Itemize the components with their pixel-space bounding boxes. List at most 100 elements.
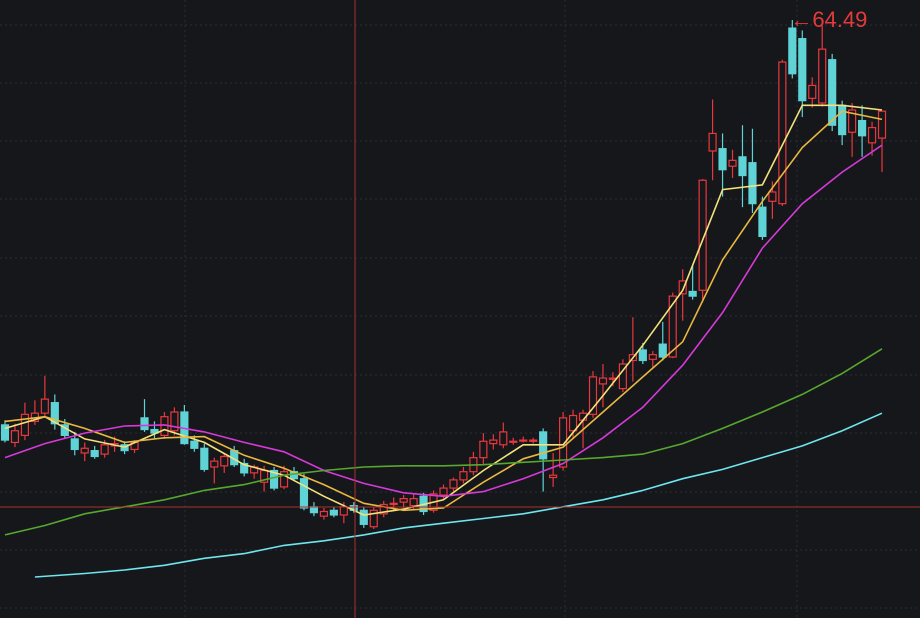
candle-body (828, 59, 837, 126)
candle-body (190, 440, 199, 449)
candle (808, 77, 817, 108)
candle (20, 402, 30, 441)
candle (309, 502, 319, 517)
candle-body (728, 159, 737, 167)
candle (140, 399, 149, 432)
candle (369, 506, 378, 530)
candle-body (449, 479, 458, 489)
candle-body (269, 469, 279, 489)
candle (748, 128, 757, 214)
candle (848, 103, 857, 157)
candle-body (339, 506, 348, 516)
candle-body (718, 148, 727, 171)
candle (220, 454, 229, 473)
candle-body (698, 179, 707, 291)
candle (449, 477, 458, 492)
candle-body (808, 84, 817, 99)
candle (479, 433, 488, 465)
ma-line (4, 348, 883, 536)
candle (200, 443, 209, 472)
candle-body (389, 502, 398, 506)
candle-body (70, 438, 79, 451)
candle-body (210, 460, 219, 468)
candle-body (708, 132, 717, 152)
candle-body (877, 110, 887, 139)
candle (838, 100, 847, 146)
candle (688, 265, 697, 300)
candle-body (658, 343, 667, 358)
candle-body (598, 377, 608, 385)
candle-body (848, 109, 857, 133)
candle (678, 269, 687, 321)
candle-body (0, 424, 10, 441)
candle-body (220, 455, 229, 467)
candle-body (588, 376, 598, 415)
candle (598, 364, 608, 408)
candle-body (399, 498, 408, 503)
candle (529, 437, 538, 444)
candle (718, 133, 727, 197)
candle (319, 507, 328, 520)
candle (788, 20, 797, 79)
candle-body (409, 498, 418, 507)
ma-line (4, 110, 883, 512)
candle (80, 442, 89, 462)
candle-body (20, 413, 30, 437)
candle-body (100, 444, 109, 455)
annotation: ←64.49 (790, 7, 867, 32)
plot (0, 20, 887, 578)
candle-body (150, 428, 159, 434)
candle (399, 495, 408, 508)
candle (738, 125, 747, 208)
candle (628, 317, 637, 382)
candle (549, 452, 558, 487)
candle-body (818, 48, 827, 104)
candle (857, 105, 867, 157)
candle (180, 404, 189, 445)
candle-body (778, 61, 787, 205)
candle-body (359, 509, 368, 525)
candle (50, 394, 59, 430)
candle-body (838, 104, 847, 136)
candle-body (379, 503, 388, 515)
candle-body (568, 414, 578, 432)
candle (489, 434, 498, 450)
candle-body (678, 280, 687, 295)
candle-body (40, 398, 49, 414)
candle-body (559, 417, 568, 468)
candle (40, 375, 49, 418)
candle-body (867, 126, 877, 144)
candle-body (299, 478, 309, 509)
candle (210, 457, 219, 484)
candle (798, 30, 807, 118)
candle-body (80, 447, 89, 454)
candle (648, 351, 657, 368)
candle-body (648, 354, 657, 360)
candle-body (489, 439, 498, 445)
candle (828, 53, 837, 132)
candle (170, 407, 179, 436)
candle (359, 506, 368, 528)
candle-body (857, 119, 867, 137)
candle (0, 420, 10, 443)
candle (867, 121, 877, 156)
candle-body (309, 506, 319, 514)
candle (877, 110, 887, 173)
candle (658, 321, 667, 361)
candle (90, 445, 99, 459)
candle-body (549, 474, 558, 479)
candle-body (369, 509, 378, 528)
candle-body (319, 510, 328, 517)
candle (509, 437, 518, 445)
candle (150, 421, 159, 439)
candle (758, 196, 767, 240)
candle-body (479, 440, 488, 459)
candle-body (50, 402, 59, 425)
candle (240, 458, 249, 477)
candle-body (668, 295, 677, 358)
candle (519, 436, 528, 443)
candle (708, 99, 717, 181)
candle-body (499, 431, 508, 446)
